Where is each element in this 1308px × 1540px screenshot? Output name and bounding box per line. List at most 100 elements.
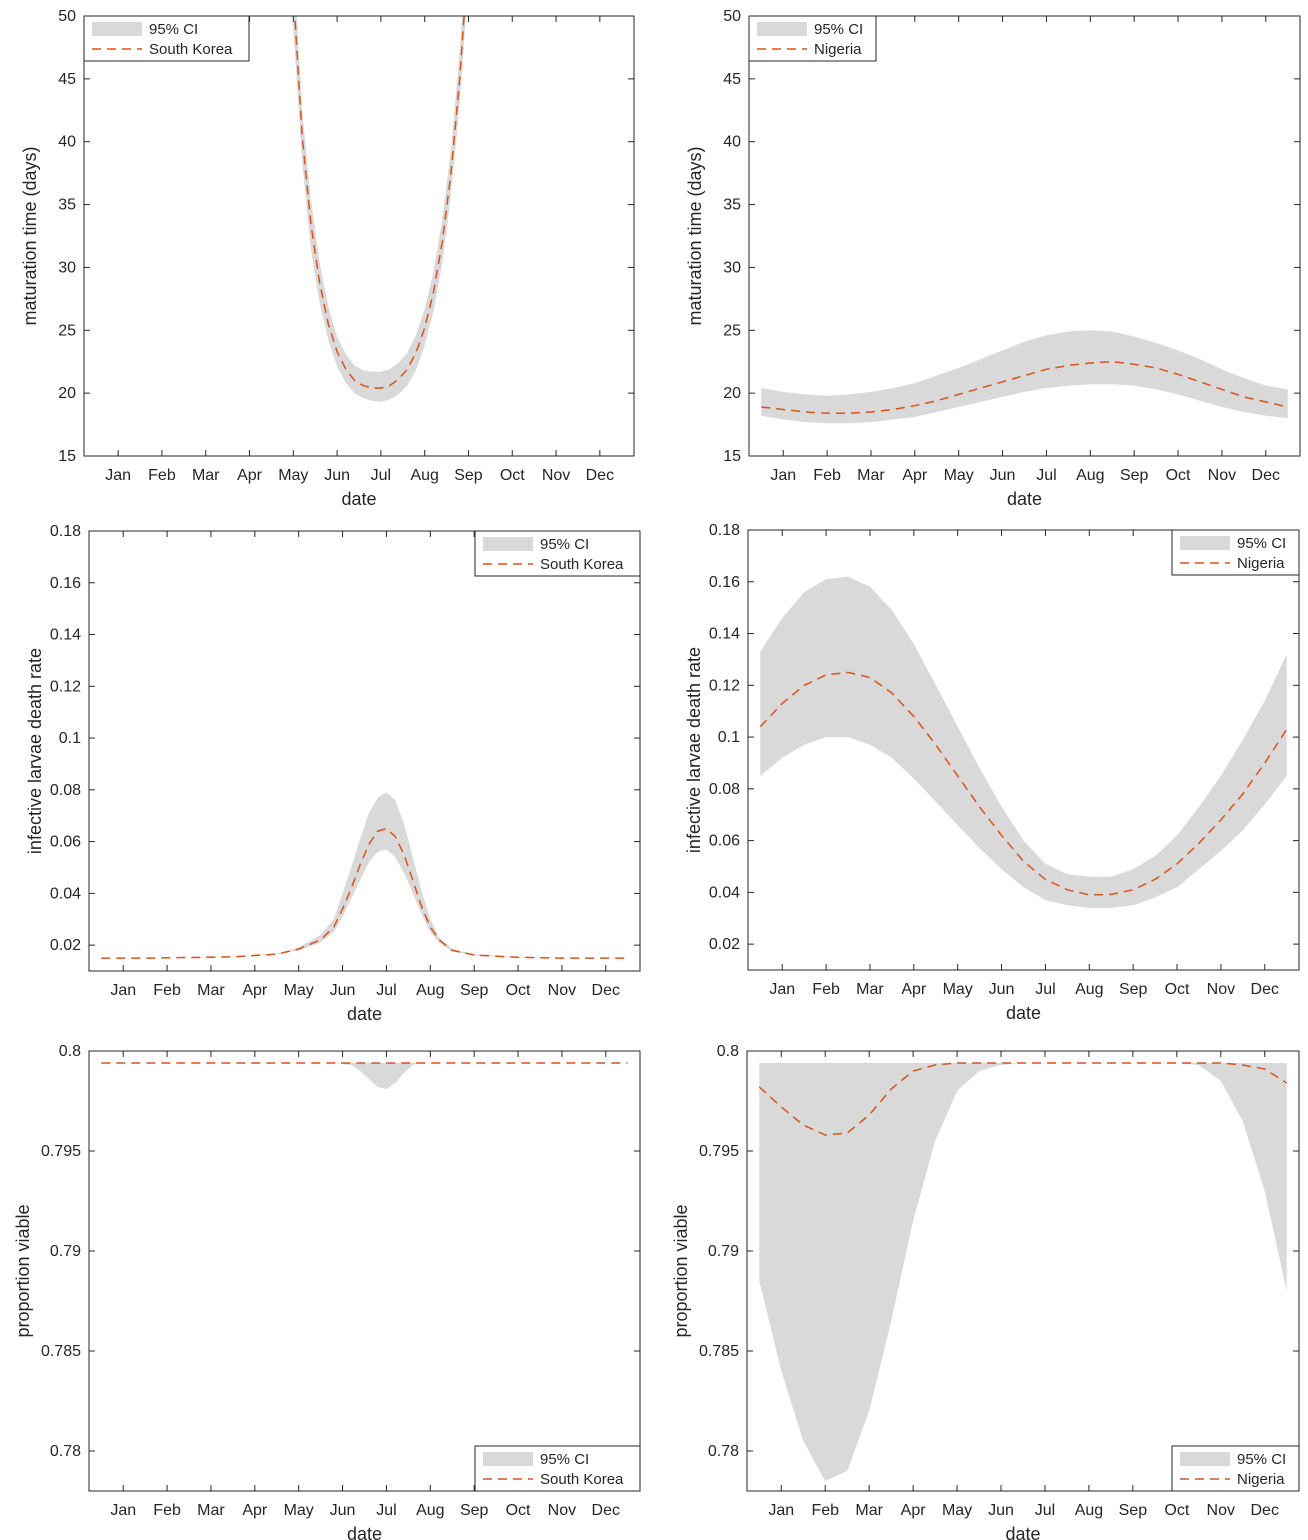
chart-0-y-tick-label: 20 bbox=[58, 385, 76, 402]
chart-2-ci-band bbox=[101, 792, 628, 959]
chart-1-y-tick-label: 20 bbox=[723, 385, 741, 402]
chart-0-legend-ci-swatch bbox=[92, 22, 142, 36]
chart-3-x-tick-label: Jul bbox=[1035, 981, 1055, 998]
chart-5-x-axis-label: date bbox=[1005, 1524, 1040, 1540]
chart-5-y-tick-label: 0.78 bbox=[708, 1443, 739, 1460]
chart-5-legend-box bbox=[1171, 1445, 1300, 1492]
chart-3-axes-box bbox=[747, 529, 1300, 971]
chart-0-y-tick-label: 30 bbox=[58, 259, 76, 276]
chart-5-x-tick-label: Jun bbox=[988, 1502, 1014, 1519]
chart-5-ci-band bbox=[759, 1063, 1287, 1481]
chart-1-x-tick-label: Feb bbox=[813, 467, 841, 484]
chart-3-y-tick-label: 0.08 bbox=[709, 781, 740, 798]
chart-2-y-axis-label: infective larvae death rate bbox=[25, 648, 45, 854]
chart-1-y-tick-label: 40 bbox=[723, 134, 741, 151]
chart-2-y-tick-label: 0.08 bbox=[50, 782, 81, 799]
chart-3-x-tick-label: Aug bbox=[1075, 981, 1103, 998]
chart-4-ci-band bbox=[101, 1063, 628, 1089]
chart-3-plot-area bbox=[759, 576, 1288, 908]
chart-0-x-tick-label: Apr bbox=[237, 467, 263, 484]
chart-5-x-tick-label: Nov bbox=[1207, 1502, 1235, 1519]
chart-3-x-tick-label: Oct bbox=[1165, 981, 1190, 998]
chart-4-x-tick-label: Jul bbox=[376, 1502, 396, 1519]
chart-1-y-tick-label: 45 bbox=[723, 71, 741, 88]
chart-4-plot-area bbox=[101, 1062, 628, 1089]
chart-0-legend: 95% CI South Korea bbox=[83, 15, 250, 62]
panel-maturation-south-korea: Jan Feb Mar Apr May Jun Jul Aug Sep Oct Nov Dec 15 20… bbox=[20, 8, 635, 509]
panel-death-rate-nigeria: Jan Feb Mar Apr May Jun Jul Aug Sep Oct Nov Dec 0.02… bbox=[684, 522, 1300, 1023]
chart-2-y-tick-label: 0.16 bbox=[50, 575, 81, 592]
chart-3-x-tick-label: Dec bbox=[1251, 981, 1279, 998]
chart-4-x-tick-label: Sep bbox=[460, 1502, 489, 1519]
chart-0-x-tick-label: Feb bbox=[148, 467, 176, 484]
chart-1-y-axis-label: maturation time (days) bbox=[685, 146, 705, 325]
chart-4-legend-series-label: South Korea bbox=[540, 1471, 624, 1488]
chart-5-x-tick-label: May bbox=[942, 1502, 972, 1519]
chart-5-x-tick-label: Dec bbox=[1250, 1502, 1278, 1519]
chart-2-y-tick-label: 0.18 bbox=[50, 523, 81, 540]
chart-2-x-tick-label: Jul bbox=[376, 982, 396, 999]
chart-3-legend-series-label: Nigeria bbox=[1237, 555, 1285, 572]
chart-5-y-tick-label: 0.795 bbox=[699, 1143, 739, 1160]
chart-5-axes-box bbox=[746, 1050, 1300, 1492]
chart-0-x-tick-label: Jan bbox=[105, 467, 131, 484]
chart-0-y-tick-label: 15 bbox=[58, 448, 76, 465]
chart-4-x-tick-label: Apr bbox=[242, 1502, 268, 1519]
chart-1-x-tick-label: Dec bbox=[1252, 467, 1280, 484]
chart-5-x-tick-label: Jul bbox=[1035, 1502, 1055, 1519]
chart-2-x-tick-label: May bbox=[284, 982, 314, 999]
chart-2-y-tick-label: 0.04 bbox=[50, 885, 81, 902]
chart-1-x-axis-label: date bbox=[1007, 489, 1042, 509]
chart-1-x-tick-label: Nov bbox=[1208, 467, 1236, 484]
chart-5-x-tick-label: Sep bbox=[1119, 1502, 1148, 1519]
chart-4-y-tick-label: 0.795 bbox=[41, 1143, 81, 1160]
chart-4-y-tick-label: 0.79 bbox=[50, 1243, 81, 1260]
chart-1-legend-ci-label: 95% CI bbox=[814, 21, 863, 38]
chart-4-x-tick-label: Dec bbox=[592, 1502, 620, 1519]
chart-2-legend-ci-swatch bbox=[483, 537, 533, 551]
chart-2-y-tick-label: 0.12 bbox=[50, 678, 81, 695]
chart-4-x-tick-label: Jun bbox=[330, 1502, 356, 1519]
chart-5-plot-area bbox=[758, 1062, 1288, 1481]
chart-4-legend-ci-swatch bbox=[483, 1452, 533, 1466]
chart-1-x-tick-label: Sep bbox=[1120, 467, 1149, 484]
chart-3-x-tick-label: Sep bbox=[1119, 981, 1148, 998]
chart-0-ci-band bbox=[293, 16, 466, 402]
chart-4-x-tick-label: Feb bbox=[153, 1502, 181, 1519]
chart-0-x-tick-label: Dec bbox=[586, 467, 614, 484]
chart-0-x-tick-label: Oct bbox=[500, 467, 525, 484]
chart-5-x-tick-label: Aug bbox=[1075, 1502, 1103, 1519]
chart-0-legend-series-label: South Korea bbox=[149, 41, 233, 58]
chart-2-x-tick-label: Jan bbox=[110, 982, 136, 999]
chart-4-x-tick-label: May bbox=[284, 1502, 314, 1519]
chart-2-series-line-0 bbox=[101, 827, 628, 959]
chart-3-x-tick-label: Mar bbox=[856, 981, 884, 998]
chart-4-x-axis-label: date bbox=[347, 1524, 382, 1540]
chart-1-y-tick-label: 25 bbox=[723, 322, 741, 339]
chart-3-x-tick-label: Apr bbox=[901, 981, 927, 998]
chart-2-y-tick-label: 0.02 bbox=[50, 937, 81, 954]
chart-2-y-tick-label: 0.14 bbox=[50, 627, 81, 644]
chart-1-x-tick-label: Mar bbox=[857, 467, 885, 484]
chart-3-series-line-0 bbox=[759, 671, 1288, 896]
chart-3-y-tick-label: 0.18 bbox=[709, 522, 740, 539]
chart-0-y-tick-label: 50 bbox=[58, 8, 76, 25]
chart-4-y-axis-label: proportion viable bbox=[13, 1204, 33, 1337]
chart-4-y-tick-label: 0.78 bbox=[50, 1443, 81, 1460]
chart-5-x-tick-label: Apr bbox=[901, 1502, 927, 1519]
chart-0-legend-ci-label: 95% CI bbox=[149, 21, 198, 38]
chart-5-legend-ci-swatch bbox=[1180, 1452, 1230, 1466]
chart-3-legend: 95% CI Nigeria bbox=[1171, 529, 1300, 576]
chart-0-series-line-0 bbox=[294, 16, 465, 389]
chart-3-ci-band bbox=[760, 576, 1287, 908]
chart-4-x-tick-label: Oct bbox=[506, 1502, 531, 1519]
chart-1-ci-band bbox=[761, 330, 1288, 424]
chart-3-x-tick-label: May bbox=[943, 981, 973, 998]
chart-3-y-tick-label: 0.02 bbox=[709, 936, 740, 953]
chart-3-x-tick-label: Jan bbox=[769, 981, 795, 998]
chart-0-x-tick-label: Jun bbox=[324, 467, 350, 484]
chart-2-x-tick-label: Dec bbox=[592, 982, 620, 999]
chart-2-x-axis-label: date bbox=[347, 1004, 382, 1024]
chart-5-x-tick-label: Jan bbox=[768, 1502, 794, 1519]
